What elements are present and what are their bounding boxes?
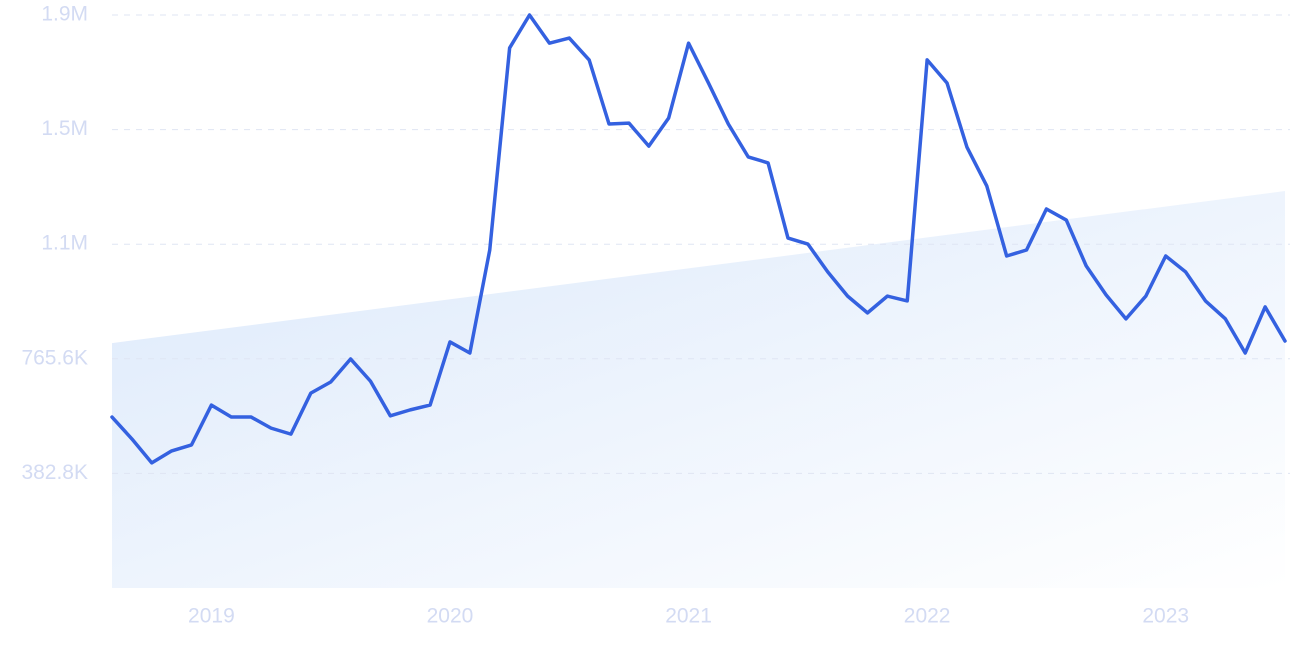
x-tick-label: 2023 [1142, 605, 1189, 628]
data-line [110, 13, 1287, 465]
y-tick-label: 1.1M [41, 232, 88, 255]
x-tick-label: 2020 [427, 605, 474, 628]
y-tick-label: 382.8K [21, 461, 88, 484]
y-tick-label: 1.5M [41, 117, 88, 140]
trend-area [112, 191, 1285, 588]
y-tick-label: 765.6K [21, 346, 88, 369]
x-tick-label: 2021 [665, 605, 712, 628]
x-tick-label: 2019 [188, 605, 235, 628]
y-tick-label: 1.9M [41, 3, 88, 26]
x-tick-label: 2022 [904, 605, 951, 628]
